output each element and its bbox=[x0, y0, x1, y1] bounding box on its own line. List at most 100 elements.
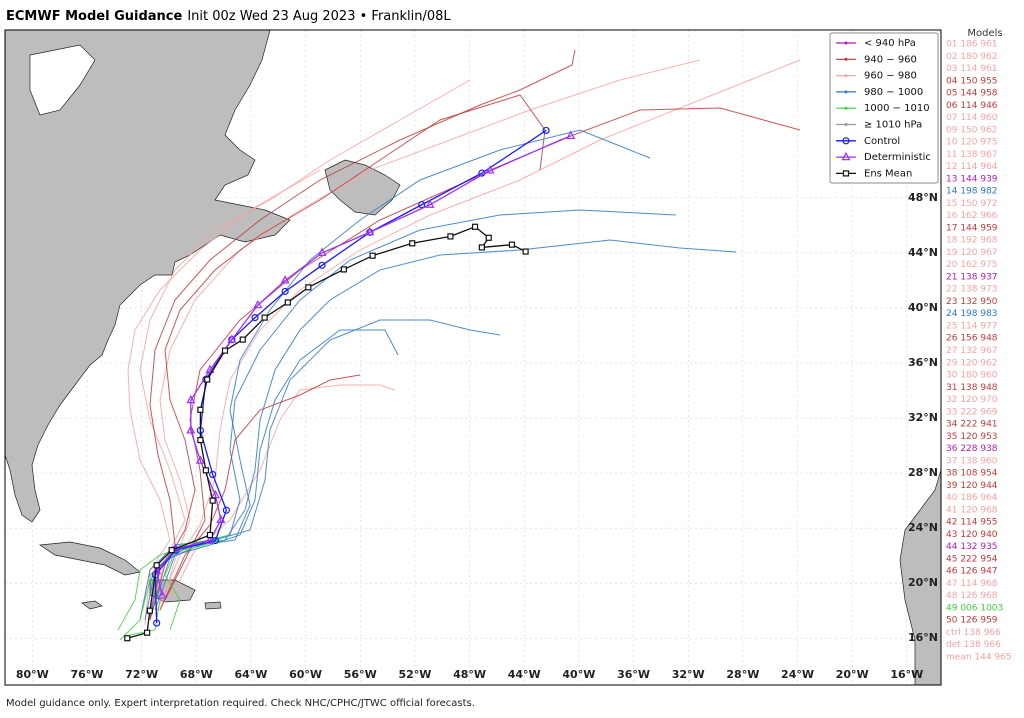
track-point bbox=[186, 394, 196, 404]
title: ECMWF Model Guidance bbox=[6, 9, 182, 24]
track-point bbox=[485, 234, 492, 241]
track-point bbox=[197, 406, 204, 413]
ensemble-track bbox=[154, 329, 399, 611]
track-point bbox=[508, 241, 516, 248]
track-point bbox=[227, 334, 237, 343]
model-entry: 07 114 960 bbox=[946, 113, 998, 123]
lon-label: 32°W bbox=[672, 668, 705, 681]
track-point bbox=[471, 223, 479, 230]
track-point bbox=[369, 252, 376, 259]
model-entry: 02 180 962 bbox=[946, 52, 998, 62]
newfoundland bbox=[324, 159, 401, 216]
lat-label: 24°N bbox=[908, 521, 938, 534]
track-point bbox=[522, 248, 529, 255]
axis-labels: 80°W 76°W 72°W 68°W 64°W 60°W 56°W 52°W 48°W 44°W… bbox=[16, 191, 938, 681]
lat-label: 48°N bbox=[908, 191, 938, 204]
track-point bbox=[152, 565, 162, 574]
model-entry: 06 114 946 bbox=[946, 101, 998, 111]
legend-box bbox=[829, 32, 939, 184]
tracks bbox=[124, 126, 576, 642]
track-point bbox=[365, 227, 375, 236]
track-point bbox=[253, 299, 263, 309]
model-entry: 38 108 954 bbox=[946, 469, 998, 479]
track-point bbox=[317, 247, 327, 257]
track-point bbox=[425, 199, 435, 208]
legend-label: < 940 hPa bbox=[864, 38, 916, 49]
track-point bbox=[168, 547, 175, 554]
legend-marker bbox=[841, 151, 851, 161]
model-entry: 10 120 975 bbox=[946, 138, 998, 148]
lon-label: 76°W bbox=[71, 668, 104, 681]
track-point bbox=[281, 287, 289, 296]
track-point bbox=[146, 607, 153, 614]
model-entry: 50 126 959 bbox=[946, 616, 998, 626]
puerto-rico bbox=[204, 601, 222, 610]
track-point bbox=[318, 261, 326, 269]
model-entry: 36 228 938 bbox=[946, 444, 998, 454]
track-point bbox=[153, 562, 160, 569]
track-point bbox=[205, 535, 215, 544]
legend-marker bbox=[842, 137, 850, 145]
model-entry: 40 186 964 bbox=[946, 493, 998, 503]
model-entry: mean 144 965 bbox=[946, 653, 1012, 663]
lon-label: 24°W bbox=[781, 668, 814, 681]
africa bbox=[899, 469, 941, 685]
ensemble-track bbox=[159, 59, 701, 611]
lon-label: 80°W bbox=[16, 668, 49, 681]
model-entry: 49 006 1003 bbox=[946, 603, 1003, 613]
lon-label: 44°W bbox=[508, 668, 541, 681]
track-point bbox=[209, 497, 216, 504]
track-point bbox=[205, 364, 215, 373]
track-point bbox=[186, 425, 196, 434]
track-point bbox=[157, 590, 167, 599]
track-point bbox=[204, 376, 211, 383]
north-america bbox=[5, 30, 291, 523]
model-entry: 41 120 968 bbox=[946, 505, 998, 515]
legend-dot bbox=[844, 106, 848, 110]
ensemble-track bbox=[139, 79, 471, 621]
model-entry: 12 114 964 bbox=[946, 162, 998, 172]
model-entry: 24 198 983 bbox=[946, 309, 998, 319]
lat-label: 36°N bbox=[908, 356, 938, 369]
model-entry: 48 126 968 bbox=[946, 591, 998, 601]
footer: Model guidance only. Expert interpretati… bbox=[6, 698, 475, 709]
jamaica bbox=[81, 600, 103, 610]
model-entry: 04 150 955 bbox=[946, 76, 998, 86]
map-layer bbox=[5, 30, 941, 685]
track-point bbox=[239, 336, 246, 343]
track-point bbox=[409, 240, 416, 247]
model-entry: 19 120 967 bbox=[946, 248, 998, 258]
legend-dot bbox=[844, 90, 848, 94]
model-entry: 14 198 982 bbox=[946, 187, 998, 197]
lon-label: 52°W bbox=[398, 668, 431, 681]
ensemble-track bbox=[149, 94, 546, 621]
model-entry: 32 120 970 bbox=[946, 395, 998, 405]
model-entry: 17 144 959 bbox=[946, 223, 998, 233]
model-entry: 37 138 960 bbox=[946, 456, 998, 466]
model-entry: 23 132 950 bbox=[946, 297, 998, 307]
lat-label: 16°N bbox=[908, 631, 938, 644]
model-entry: 22 138 973 bbox=[946, 285, 998, 295]
track-point bbox=[284, 299, 291, 306]
ensemble-track bbox=[169, 384, 396, 601]
models-header: Models bbox=[967, 28, 1002, 39]
subtitle: Init 00z Wed 23 Aug 2023 • Franklin/08L bbox=[187, 9, 451, 24]
model-entry: 30 180 960 bbox=[946, 371, 998, 381]
model-entry: 46 126 947 bbox=[946, 567, 998, 577]
legend-dot bbox=[844, 41, 848, 45]
lon-label: 36°W bbox=[617, 668, 650, 681]
lat-label: 40°N bbox=[908, 301, 938, 314]
legend-label: Control bbox=[864, 136, 900, 147]
lon-label: 56°W bbox=[344, 668, 377, 681]
track-point bbox=[124, 635, 131, 642]
model-entry: 33 222 969 bbox=[946, 407, 998, 417]
model-list: 01 186 961 02 180 962 03 114 961 04 150 955… bbox=[946, 40, 1012, 663]
model-entry: 15 150 972 bbox=[946, 199, 998, 209]
model-entry: ctrl 138 966 bbox=[946, 628, 1001, 638]
legend-dot bbox=[844, 57, 848, 61]
track-point bbox=[485, 165, 495, 174]
legend-label: 940 − 960 bbox=[864, 54, 917, 65]
legend-label: 1000 − 1010 bbox=[864, 103, 930, 114]
track-point bbox=[478, 244, 485, 251]
